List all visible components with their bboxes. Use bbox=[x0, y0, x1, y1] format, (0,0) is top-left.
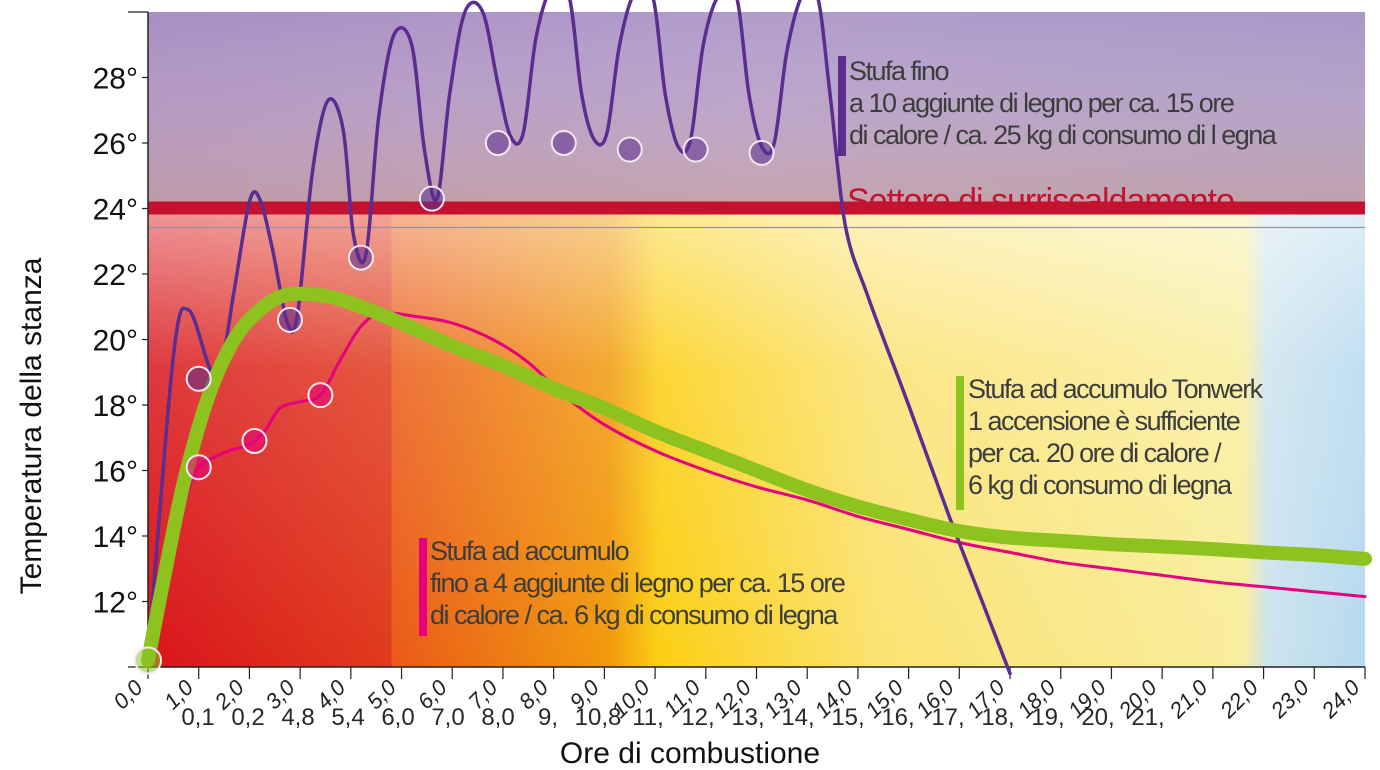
annotation-text-fino: di calore / ca. 25 kg di consumo di l eg… bbox=[849, 120, 1278, 150]
marker-accumulo bbox=[241, 428, 268, 455]
x-tick-ghost-label: 19, bbox=[1031, 704, 1064, 731]
marker-fino bbox=[616, 136, 643, 163]
x-tick-ghost-label: 11, bbox=[632, 704, 664, 731]
marker-fino bbox=[682, 136, 709, 163]
annotation-bar-fino bbox=[838, 56, 846, 156]
y-tick-label: 12° bbox=[93, 587, 138, 620]
x-tick-ghost-label: 6,0 bbox=[381, 704, 414, 731]
annotation-text-accumulo: Stufa ad accumulo bbox=[430, 536, 629, 566]
annotation-bar-tonwerk bbox=[956, 376, 964, 510]
series-lines bbox=[141, 0, 1372, 676]
x-tick-label: 21,0 bbox=[1164, 674, 1213, 723]
overheat-threshold-bar bbox=[148, 201, 1365, 215]
series-line-accumulo bbox=[146, 311, 1367, 662]
x-tick-ghost-label: 18, bbox=[981, 704, 1014, 731]
x-tick-label: 24,0 bbox=[1316, 674, 1365, 723]
x-tick-label: 23,0 bbox=[1265, 674, 1314, 723]
annotation-text-tonwerk: 1 accensione è sufficiente bbox=[968, 406, 1240, 436]
overheat-label: Settore di surriscaldamento bbox=[847, 182, 1234, 220]
x-tick-ghost-label: 15, bbox=[831, 704, 864, 731]
x-tick-ghost-label: 16, bbox=[881, 704, 914, 731]
overheat-zone-fade bbox=[148, 12, 1365, 209]
annotation-text-tonwerk: 6 kg di consumo di legna bbox=[968, 470, 1233, 500]
annotation-text-fino: a 10 aggiunte di legno per ca. 15 ore bbox=[849, 88, 1234, 118]
y-tick-label: 20° bbox=[93, 325, 138, 358]
x-tick-ghost-label: 21, bbox=[1131, 704, 1164, 731]
annotation-text-tonwerk: per ca. 20 ore di calore / bbox=[968, 438, 1222, 468]
marker-accumulo bbox=[185, 454, 212, 481]
x-tick-ghost-label: 5,4 bbox=[331, 704, 364, 731]
x-tick-ghost-label: 9, bbox=[538, 704, 558, 731]
y-tick-label: 18° bbox=[93, 390, 138, 423]
x-tick-ghost-label: 17, bbox=[931, 704, 964, 731]
x-tick-ghost-label: 4,8 bbox=[281, 704, 314, 731]
marker-fino bbox=[276, 306, 303, 333]
x-tick-label: 0,0 bbox=[108, 674, 148, 714]
x-axis-ticks: 0,0 1,0 2,0 3,0 4,0 5,0 6,0 7,0 8,0 9,0 10,0 11,0 12… bbox=[108, 667, 1366, 731]
annotation-bar-accumulo bbox=[419, 538, 427, 636]
x-tick-ghost-label: 12, bbox=[681, 704, 714, 731]
x-tick-ghost-label: 7,0 bbox=[431, 704, 464, 731]
marker-fino bbox=[748, 139, 775, 166]
marker-accumulo bbox=[307, 382, 334, 409]
y-tick-label: 16° bbox=[93, 456, 138, 489]
x-tick-ghost-label: 14, bbox=[781, 704, 814, 731]
y-tick-label: 24° bbox=[93, 194, 138, 227]
y-axis-title: Temperatura della stanza bbox=[15, 257, 48, 594]
y-tick-label: 22° bbox=[93, 259, 138, 292]
marker-fino bbox=[347, 244, 374, 271]
marker-tonwerk bbox=[134, 646, 162, 675]
x-tick-ghost-label: 10,8 bbox=[575, 704, 622, 731]
x-tick-label: 22,0 bbox=[1214, 674, 1263, 723]
annotation-text-fino: Stufa fino bbox=[849, 56, 949, 86]
comfort-zone-fade bbox=[148, 208, 1365, 667]
x-tick-ghost-label: 8,0 bbox=[481, 704, 514, 731]
y-axis-ticks: 12° 14° 16° 18° 20° 22° 24° 26° 28° bbox=[93, 63, 148, 620]
marker-fino bbox=[484, 130, 511, 156]
annotation-text-accumulo: fino a 4 aggiunte di legno per ca. 15 or… bbox=[430, 568, 845, 598]
plot-background bbox=[148, 12, 1365, 667]
annotation-text-accumulo: di calore / ca. 6 kg di consumo di legna bbox=[430, 600, 839, 630]
x-tick-ghost-label: 0,1 bbox=[181, 704, 214, 731]
marker-fino bbox=[550, 130, 577, 156]
x-tick-ghost-label: 20, bbox=[1081, 704, 1114, 731]
y-tick-label: 14° bbox=[93, 521, 138, 554]
y-tick-label: 26° bbox=[93, 128, 138, 161]
series-line-tonwerk bbox=[141, 286, 1372, 668]
y-tick-label: 28° bbox=[93, 63, 138, 96]
series-markers bbox=[134, 130, 775, 675]
annotation-text-tonwerk: Stufa ad accumulo Tonwerk bbox=[968, 374, 1264, 404]
marker-fino bbox=[185, 365, 212, 392]
marker-fino bbox=[418, 185, 445, 212]
x-axis-title: Ore di combustione bbox=[560, 737, 820, 770]
x-tick-ghost-label: 13, bbox=[731, 704, 764, 731]
x-tick-ghost-label: 0,2 bbox=[231, 704, 264, 731]
